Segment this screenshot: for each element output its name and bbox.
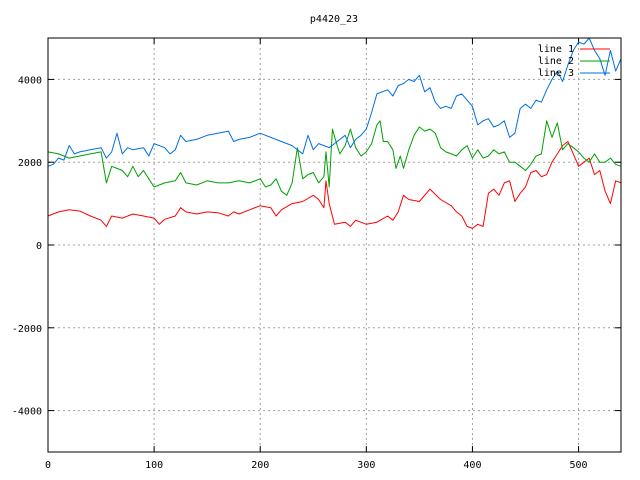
- axis-ticks: 0 100 200 300 400 500 -4000 -2000 0 2000 4000: [12, 38, 621, 471]
- x-tick-label: 100: [145, 460, 163, 471]
- y-tick-label: -4000: [12, 407, 42, 418]
- series-lines: [47, 37, 622, 229]
- y-tick-label: -2000: [12, 324, 42, 335]
- x-tick-label: 500: [570, 460, 588, 471]
- series-line-1: [47, 141, 622, 229]
- x-tick-label: 400: [463, 460, 481, 471]
- y-tick-label: 0: [36, 241, 42, 252]
- series-line-2: [47, 120, 622, 196]
- y-tick-label: 2000: [18, 158, 42, 169]
- legend-label-3: line 3: [538, 68, 574, 79]
- chart-title: p4420_23: [310, 14, 358, 25]
- legend-label-1: line 1: [538, 44, 574, 55]
- x-tick-label: 0: [45, 460, 51, 471]
- x-tick-label: 300: [357, 460, 375, 471]
- x-tick-label: 200: [251, 460, 269, 471]
- plot-frame: [47, 37, 622, 453]
- series-line-3: [47, 37, 622, 167]
- y-tick-label: 4000: [18, 75, 42, 86]
- grid: [48, 38, 621, 452]
- legend-label-2: line 2: [538, 56, 574, 67]
